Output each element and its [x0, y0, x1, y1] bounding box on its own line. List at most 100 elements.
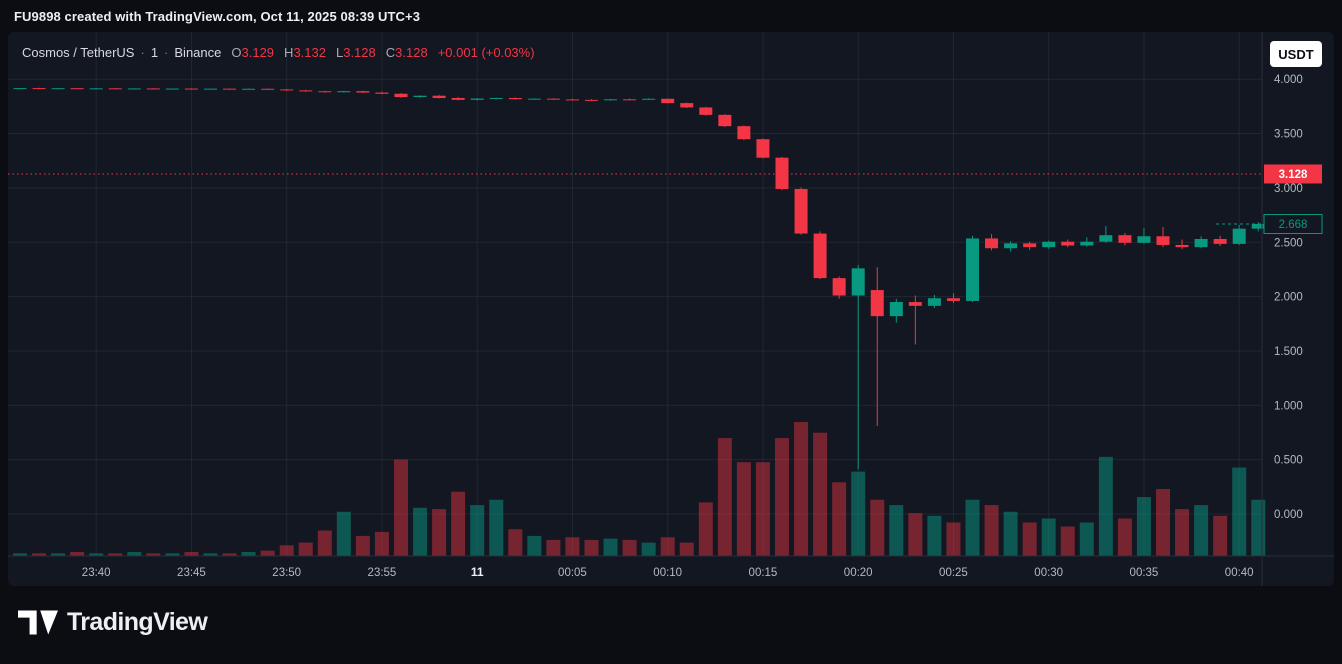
high-value: 3.132 — [293, 45, 326, 60]
tradingview-logo-icon — [18, 610, 58, 634]
candle-body — [927, 298, 941, 306]
candle-body — [223, 88, 237, 90]
time-axis-label[interactable]: 11 — [471, 565, 484, 579]
candle-body — [89, 88, 103, 90]
price-axis-label[interactable]: 3.500 — [1274, 129, 1303, 141]
volume-bar — [394, 459, 408, 556]
volume-bar — [470, 505, 485, 556]
candle-body — [1156, 236, 1170, 245]
candle-body — [718, 114, 732, 127]
volume-bar — [260, 550, 275, 556]
volume-bar — [775, 438, 789, 556]
time-axis-label[interactable]: 00:10 — [653, 567, 682, 579]
volume-bar — [660, 537, 675, 556]
volume-bar — [527, 535, 542, 556]
candle-body — [1232, 228, 1246, 244]
candle-body — [1023, 243, 1037, 248]
volume-bar — [1041, 518, 1056, 556]
candle-body — [127, 88, 141, 90]
price-axis-label[interactable]: 2.500 — [1274, 237, 1303, 249]
volume-bar — [717, 438, 732, 556]
candle-body — [870, 290, 884, 317]
volume-bar — [870, 499, 885, 556]
symbol-name[interactable]: Cosmos / TetherUS — [22, 45, 135, 60]
time-axis-label[interactable]: 00:25 — [939, 567, 968, 579]
close-value: 3.128 — [395, 45, 428, 60]
price-axis-label[interactable]: 0.500 — [1274, 455, 1303, 467]
candle-body — [737, 126, 751, 140]
candle-body — [794, 188, 808, 234]
price-axis-label[interactable]: 3.000 — [1274, 183, 1303, 195]
candle-body — [851, 268, 865, 296]
volume-bar — [736, 462, 751, 556]
candle-body — [1118, 235, 1132, 243]
candle-body — [318, 91, 332, 93]
price-axis-label[interactable]: 2.000 — [1274, 292, 1303, 304]
candle-body — [242, 88, 256, 90]
candle-body — [623, 99, 637, 101]
price-chart[interactable]: 4.000 3.500 3.000 2.500 2.000 1.500 1.000 0.500… — [8, 32, 1334, 586]
candle-body — [470, 98, 484, 100]
price-axis-label[interactable]: 4.000 — [1274, 74, 1303, 86]
candle-body — [1042, 241, 1056, 248]
candle-body — [546, 98, 560, 100]
chart-panel: 4.000 3.500 3.000 2.500 2.000 1.500 1.000 0.500… — [8, 32, 1334, 586]
volume-bar — [622, 539, 637, 556]
volume-bar — [374, 531, 389, 556]
candle-body — [32, 88, 46, 90]
volume-bar — [1003, 511, 1018, 556]
candle-body — [1137, 236, 1151, 243]
volume-bar — [298, 542, 313, 556]
candle-body — [604, 99, 618, 101]
volume-bar — [279, 545, 294, 556]
volume-bar — [508, 529, 523, 556]
currency-toggle-button[interactable]: USDT — [1270, 41, 1322, 67]
time-axis-label[interactable]: 23:40 — [82, 567, 111, 579]
candle-body — [985, 238, 999, 249]
symbol-legend[interactable]: Cosmos / TetherUS · 1 · Binance O3.129 H… — [22, 45, 535, 60]
tradingview-logo[interactable]: TradingView — [18, 602, 208, 642]
price-axis-label[interactable]: 1.000 — [1274, 400, 1303, 412]
time-axis-label[interactable]: 23:50 — [272, 567, 301, 579]
volume-bar — [70, 551, 85, 556]
candle-body — [946, 298, 960, 301]
volume-bar — [1156, 489, 1170, 556]
time-axis-label[interactable]: 00:15 — [749, 567, 778, 579]
time-axis-label[interactable]: 23:55 — [368, 567, 397, 579]
volume-bar — [413, 507, 428, 556]
volume-bar — [832, 482, 847, 556]
candle-body — [1004, 243, 1018, 249]
low-value: 3.128 — [343, 45, 376, 60]
time-axis-label[interactable]: 00:40 — [1225, 567, 1254, 579]
legend-separator: · — [140, 45, 145, 60]
candle-body — [184, 88, 198, 90]
attribution-text: FU9898 created with TradingView.com, Oct… — [14, 9, 421, 24]
exchange-label[interactable]: Binance — [174, 45, 222, 60]
volume-bar — [679, 542, 694, 556]
candle-body — [299, 90, 313, 92]
time-axis-label[interactable]: 00:05 — [558, 567, 587, 579]
candle-body — [775, 157, 789, 189]
volume-bar — [222, 553, 237, 556]
price-axis-label[interactable]: 1.500 — [1274, 346, 1303, 358]
time-axis-label[interactable]: 00:35 — [1130, 567, 1159, 579]
price-axis-label[interactable]: 0.000 — [1274, 509, 1303, 521]
candle-body — [280, 89, 294, 91]
low-label: L — [335, 45, 344, 60]
volume-bar — [565, 537, 580, 556]
interval-label[interactable]: 1 — [150, 45, 159, 60]
volume-bar — [946, 522, 961, 556]
volume-bar — [32, 553, 47, 556]
candle-body — [13, 88, 27, 90]
open-value: 3.129 — [241, 45, 275, 60]
candle-body — [165, 88, 179, 90]
time-axis-label[interactable]: 00:20 — [844, 567, 873, 579]
volume-bar — [1213, 515, 1228, 556]
volume-bar — [203, 553, 218, 556]
candle-body — [394, 93, 408, 98]
time-axis-label[interactable]: 23:45 — [177, 567, 206, 579]
volume-bar — [851, 471, 866, 556]
legend-separator: · — [164, 45, 169, 60]
time-axis-label[interactable]: 00:30 — [1034, 567, 1063, 579]
volume-bar — [584, 539, 599, 556]
